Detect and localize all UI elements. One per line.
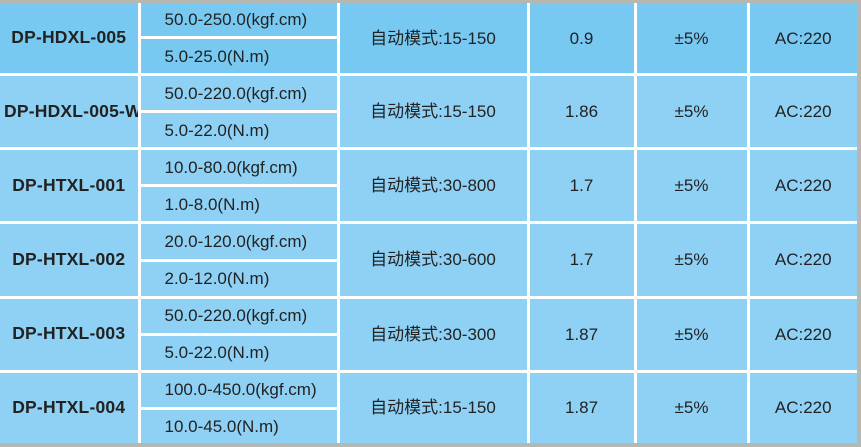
table-row[interactable]: DP-HTXL-002 20.0-120.0(kgf.cm) 自动模式:30-600… <box>0 222 857 299</box>
table-row[interactable]: 2.0-12.0(N.m) <box>0 260 857 299</box>
specification-table-frame: DP-HDXL-005 50.0-250.0(kgf.cm) 自动模式:15-150… <box>0 3 857 443</box>
table-row[interactable]: DP-HTXL-004 100.0-450.0(kgf.cm) 自动模式:15-15… <box>0 371 857 443</box>
cell-tolerance: ±5% <box>635 222 750 299</box>
cell-power: AC:220 <box>748 74 857 151</box>
cell-range-kgfcm: 50.0-220.0(kgf.cm) <box>139 74 340 114</box>
table-row[interactable]: 1.0-8.0(N.m) <box>0 185 857 225</box>
cell-range-nm: 10.0-45.0(N.m) <box>139 408 340 443</box>
cell-accuracy: 1.87 <box>528 371 637 443</box>
table-row[interactable]: DP-HTXL-001 10.0-80.0(kgf.cm) 自动模式:30-800 1… <box>0 148 857 225</box>
cell-range-kgfcm: 50.0-250.0(kgf.cm) <box>139 3 340 40</box>
cell-power: AC:220 <box>748 297 857 373</box>
cell-mode: 自动模式:30-800 <box>338 148 530 225</box>
cell-accuracy: 1.7 <box>528 148 637 225</box>
cell-range-nm: 5.0-25.0(N.m) <box>139 37 340 77</box>
cell-tolerance: ±5% <box>635 3 750 77</box>
cell-model: DP-HTXL-001 <box>0 148 141 225</box>
cell-power: AC:220 <box>748 3 857 77</box>
table-row[interactable]: 5.0-22.0(N.m) <box>0 111 857 151</box>
cell-mode: 自动模式:30-300 <box>338 297 530 373</box>
cell-model: DP-HDXL-005-W <box>0 74 141 151</box>
cell-model: DP-HTXL-003 <box>0 297 141 373</box>
cell-range-kgfcm: 20.0-120.0(kgf.cm) <box>139 222 340 262</box>
cell-range-nm: 2.0-12.0(N.m) <box>139 260 340 299</box>
cell-accuracy: 0.9 <box>528 3 637 77</box>
cell-model: DP-HDXL-005 <box>0 3 141 77</box>
cell-range-nm: 5.0-22.0(N.m) <box>139 334 340 373</box>
cell-power: AC:220 <box>748 371 857 443</box>
cell-accuracy: 1.86 <box>528 74 637 151</box>
cell-model: DP-HTXL-002 <box>0 222 141 299</box>
table-row[interactable]: DP-HDXL-005-W 50.0-220.0(kgf.cm) 自动模式:15-1… <box>0 74 857 151</box>
cell-range-kgfcm: 50.0-220.0(kgf.cm) <box>139 297 340 336</box>
cell-tolerance: ±5% <box>635 297 750 373</box>
cell-tolerance: ±5% <box>635 148 750 225</box>
cell-model: DP-HTXL-004 <box>0 371 141 443</box>
specification-table: DP-HDXL-005 50.0-250.0(kgf.cm) 自动模式:15-150… <box>0 3 857 443</box>
cell-tolerance: ±5% <box>635 74 750 151</box>
cell-range-nm: 1.0-8.0(N.m) <box>139 185 340 225</box>
cell-mode: 自动模式:15-150 <box>338 371 530 443</box>
table-row[interactable]: DP-HTXL-003 50.0-220.0(kgf.cm) 自动模式:30-300… <box>0 297 857 373</box>
specification-table-body: DP-HDXL-005 50.0-250.0(kgf.cm) 自动模式:15-150… <box>0 3 857 443</box>
cell-mode: 自动模式:15-150 <box>338 74 530 151</box>
cell-power: AC:220 <box>748 222 857 299</box>
cell-range-kgfcm: 100.0-450.0(kgf.cm) <box>139 371 340 410</box>
cell-mode: 自动模式:15-150 <box>338 3 530 77</box>
cell-tolerance: ±5% <box>635 371 750 443</box>
cell-range-kgfcm: 10.0-80.0(kgf.cm) <box>139 148 340 188</box>
cell-accuracy: 1.87 <box>528 297 637 373</box>
table-row[interactable]: 5.0-25.0(N.m) <box>0 37 857 77</box>
cell-range-nm: 5.0-22.0(N.m) <box>139 111 340 151</box>
cell-power: AC:220 <box>748 148 857 225</box>
table-row[interactable]: 5.0-22.0(N.m) <box>0 334 857 373</box>
cell-mode: 自动模式:30-600 <box>338 222 530 299</box>
table-row[interactable]: 10.0-45.0(N.m) <box>0 408 857 443</box>
cell-accuracy: 1.7 <box>528 222 637 299</box>
table-row[interactable]: DP-HDXL-005 50.0-250.0(kgf.cm) 自动模式:15-150… <box>0 3 857 77</box>
